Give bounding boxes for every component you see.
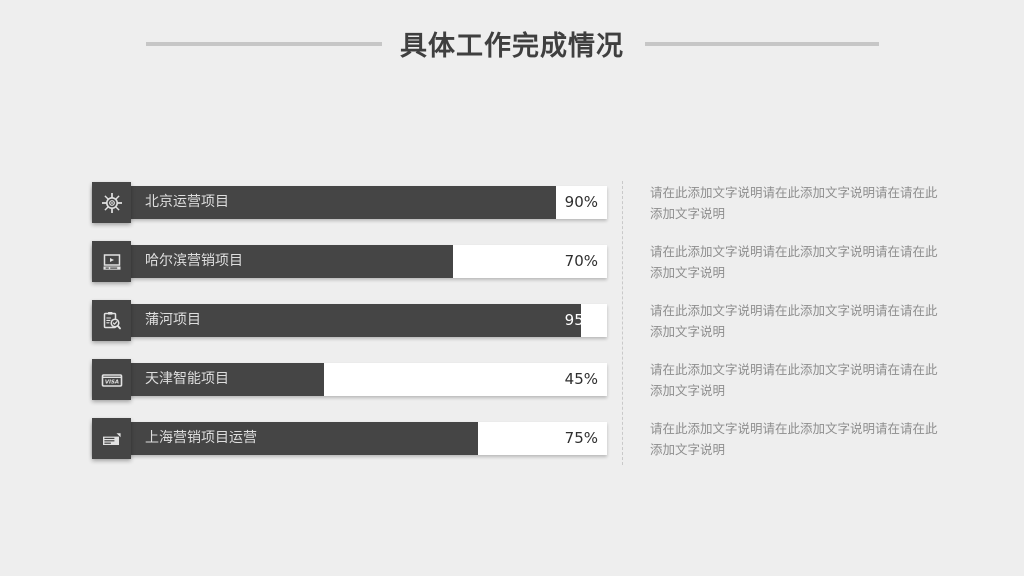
list-item: 请在此添加文字说明请在此添加文字说明请在请在此添加文字说明 [650, 244, 938, 280]
bar-label: 天津智能项目 [145, 371, 229, 387]
title-rule-right [645, 42, 879, 46]
bar-label: 北京运营项目 [145, 194, 229, 210]
page-title: 具体工作完成情况 [400, 31, 624, 62]
bar-value: 90% [564, 193, 598, 211]
list-item: 请在此添加文字说明请在此添加文字说明请在请在此添加文字说明 [650, 303, 938, 339]
clipboard-search-icon[interactable] [92, 300, 131, 341]
target-icon[interactable] [92, 182, 131, 223]
bar-track: 75% [92, 422, 607, 455]
list-item: 请在此添加文字说明请在此添加文字说明请在请在此添加文字说明 [650, 421, 938, 457]
credit-card-icon[interactable]: VISA [92, 359, 131, 400]
bar-fill [92, 422, 479, 455]
bar-label: 哈尔滨营销项目 [145, 253, 243, 269]
bar-label: 蒲河项目 [145, 312, 201, 328]
title-rule-left [146, 42, 382, 46]
bar-label: 上海营销项目运营 [145, 430, 257, 446]
bar-track: 70% [92, 245, 607, 278]
list-item: 请在此添加文字说明请在此添加文字说明请在请在此添加文字说明 [650, 185, 938, 221]
media-player-icon[interactable] [92, 241, 131, 282]
table-row[interactable]: 45% 天津智能项目 VISA [92, 359, 607, 400]
slide-header: 具体工作完成情况 [0, 0, 1024, 90]
table-row[interactable]: 75% 上海营销项目运营 [92, 418, 607, 459]
vertical-divider [622, 181, 623, 465]
bar-track: 90% [92, 186, 607, 219]
bar-fill [92, 186, 556, 219]
bar-value: 95% [564, 311, 598, 329]
bar-fill [92, 245, 453, 278]
list-item: 请在此添加文字说明请在此添加文字说明请在请在此添加文字说明 [650, 362, 938, 398]
window-icon[interactable] [92, 418, 131, 459]
bar-fill [92, 304, 582, 337]
table-row[interactable]: 95% 蒲河项目 [92, 300, 607, 341]
description-list: 请在此添加文字说明请在此添加文字说明请在请在此添加文字说明 请在此添加文字说明请… [650, 182, 942, 477]
table-row[interactable]: 70% 哈尔滨营销项目 [92, 241, 607, 282]
progress-bar-list: 90% 北京运营项目 70% 哈尔滨营销项目 [92, 182, 607, 459]
bar-value: 70% [564, 252, 598, 270]
table-row[interactable]: 90% 北京运营项目 [92, 182, 607, 223]
bar-track: 95% [92, 304, 607, 337]
bar-value: 75% [564, 429, 598, 447]
svg-text:VISA: VISA [104, 379, 118, 385]
bar-value: 45% [564, 370, 598, 388]
